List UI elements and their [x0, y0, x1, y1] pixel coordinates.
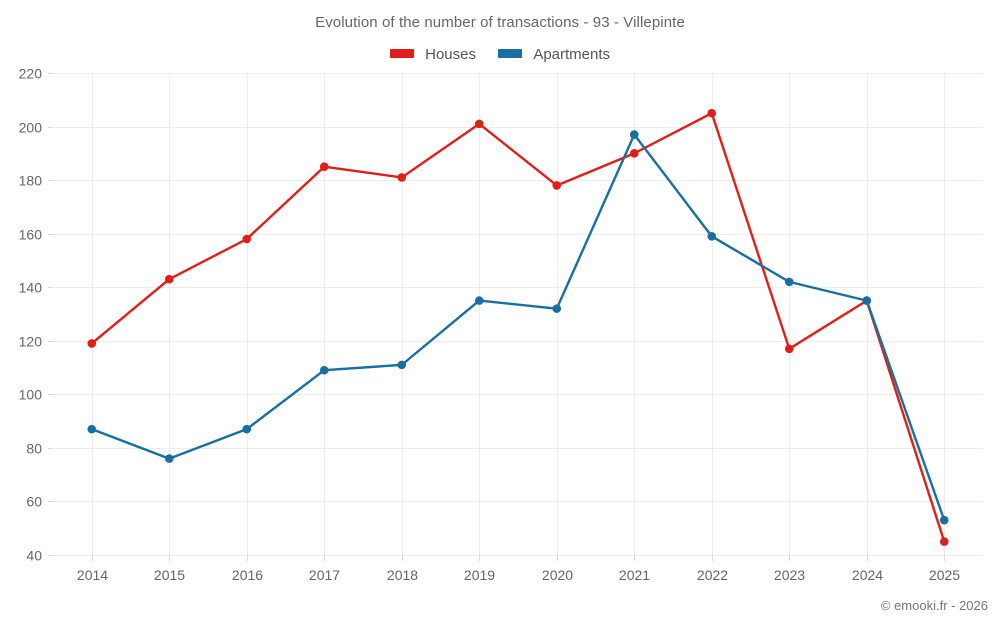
data-point-houses-2022[interactable]	[707, 108, 717, 118]
data-point-houses-2025[interactable]	[939, 537, 949, 546]
y-axis-tick-label: 80	[26, 441, 42, 457]
data-point-houses-2023[interactable]	[784, 344, 794, 354]
data-point-houses-2017[interactable]	[319, 162, 329, 172]
legend-item-houses[interactable]: Houses	[389, 45, 476, 63]
data-point-apartments-2021[interactable]	[629, 130, 639, 139]
data-point-apartments-2015[interactable]	[164, 454, 174, 463]
y-axis-tick-label: 200	[19, 120, 43, 136]
data-point-houses-2016[interactable]	[242, 234, 252, 244]
x-axis-tick-label: 2019	[464, 567, 495, 583]
data-point-houses-2021[interactable]	[629, 149, 639, 158]
series-line-apartments	[90, 133, 946, 522]
legend-item-apartments[interactable]: Apartments	[498, 45, 610, 63]
data-point-apartments-2014[interactable]	[87, 424, 97, 434]
data-point-houses-2018[interactable]	[397, 173, 407, 182]
x-axis-tick-label: 2015	[154, 567, 185, 583]
y-axis-tick-label: 120	[19, 334, 43, 350]
data-point-apartments-2019[interactable]	[474, 296, 484, 305]
y-axis-tick-label: 40	[26, 548, 42, 564]
y-axis-tick-label: 100	[19, 387, 43, 403]
data-point-houses-2015[interactable]	[164, 274, 174, 284]
legend-label-houses: Houses	[425, 45, 476, 63]
data-point-houses-2020[interactable]	[552, 181, 562, 190]
data-point-houses-2019[interactable]	[474, 119, 484, 129]
x-axis-tick-label: 2020	[542, 567, 573, 583]
chart-title: Evolution of the number of transactions …	[315, 14, 685, 31]
data-point-houses-2014[interactable]	[87, 339, 97, 348]
data-point-apartments-2025[interactable]	[939, 515, 949, 525]
legend-swatch-apartments	[498, 48, 523, 58]
data-point-apartments-2020[interactable]	[552, 304, 562, 313]
x-axis-tick-label: 2017	[309, 567, 340, 583]
data-point-apartments-2017[interactable]	[319, 365, 329, 375]
data-point-apartments-2024[interactable]	[862, 296, 872, 305]
data-point-apartments-2018[interactable]	[397, 360, 407, 370]
data-point-apartments-2022[interactable]	[707, 232, 717, 241]
x-axis-tick-label: 2016	[232, 567, 263, 583]
x-axis-tick-label: 2014	[77, 567, 108, 583]
series-line-houses	[90, 111, 946, 543]
y-axis-tick-label: 180	[19, 173, 43, 189]
y-axis-tick-label: 220	[19, 66, 43, 82]
y-axis-tick-label: 140	[19, 280, 43, 296]
legend-swatch-houses	[389, 48, 414, 58]
data-point-apartments-2023[interactable]	[784, 277, 794, 287]
chart-legend: Houses Apartments	[0, 45, 1000, 63]
data-point-apartments-2016[interactable]	[242, 424, 252, 434]
x-axis-tick-label: 2024	[852, 567, 883, 583]
y-axis-tick-label: 160	[19, 227, 43, 243]
y-axis-tick-label: 60	[26, 494, 42, 510]
x-axis-tick-label: 2021	[619, 567, 650, 583]
x-axis-tick-label: 2022	[697, 567, 728, 583]
copyright-credit: © emooki.fr - 2026	[880, 598, 988, 613]
x-axis-tick-label: 2023	[774, 567, 805, 583]
legend-label-apartments: Apartments	[533, 45, 611, 63]
x-axis-tick-label: 2018	[387, 567, 418, 583]
x-axis-tick-label: 2025	[929, 567, 960, 583]
